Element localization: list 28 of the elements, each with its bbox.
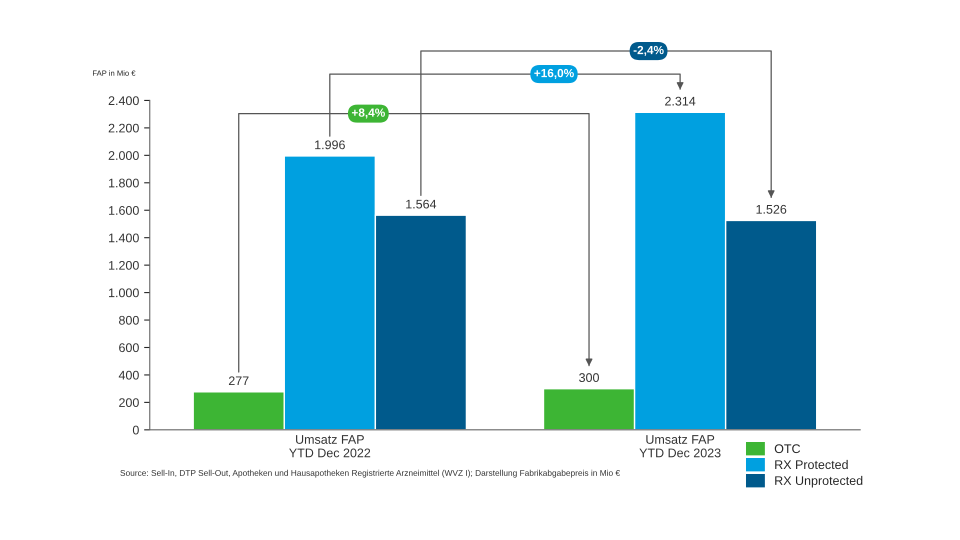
y-tick-label: 1.200 xyxy=(109,260,139,270)
data-label: 1.526 xyxy=(756,204,786,214)
y-tick-label: 2.400 xyxy=(108,96,139,106)
legend-label: RX Protected xyxy=(775,460,848,470)
y-tick-label: 400 xyxy=(118,370,139,380)
text: -2,4% xyxy=(634,46,664,56)
data-label: 1.564 xyxy=(406,200,436,209)
text: +16,0% xyxy=(534,68,574,79)
data-label: 300 xyxy=(579,373,599,382)
source-note: Source: Sell-In, DTP Sell-Out, Apotheken und Hausapotheken Registrierte Arzneimittel (WVZ I); Darstellung Fabrikabgabepreis in Mio € xyxy=(120,470,620,478)
data-label: 2.314 xyxy=(665,96,696,106)
data-label: 277 xyxy=(228,376,249,386)
data-label: 1.996 xyxy=(315,140,345,150)
y-tick-label: 600 xyxy=(119,343,139,352)
y-tick-label: 0 xyxy=(132,426,139,434)
y-tick-label: 200 xyxy=(119,398,139,408)
y-tick-label: 1.600 xyxy=(109,206,139,215)
y-tick-label: 1.000 xyxy=(109,288,139,298)
y-tick-label: 1.400 xyxy=(109,233,139,242)
y-tick-label: 800 xyxy=(119,316,139,325)
x-tick-label: Umsatz FAP YTD Dec 2023 xyxy=(639,435,721,458)
y-tick-label: 1.800 xyxy=(109,178,139,188)
y-tick-label: 2.200 xyxy=(108,124,139,133)
legend-label: RX Unprotected xyxy=(775,476,862,488)
legend-label: OTC xyxy=(774,444,800,454)
y-tick-label: 2.000 xyxy=(108,151,139,160)
x-tick-label: Umsatz FAP YTD Dec 2022 xyxy=(289,435,370,458)
annotation: +8,4% xyxy=(352,108,385,118)
